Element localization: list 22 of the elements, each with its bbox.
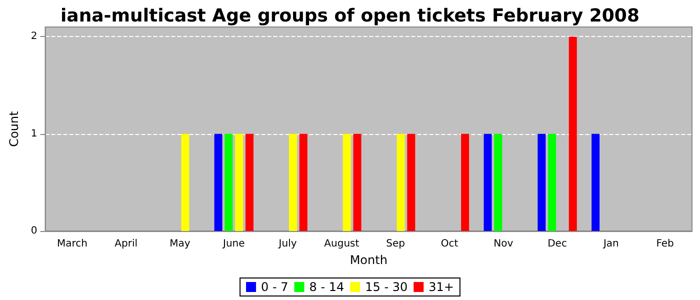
y-tick-label: 0 [30, 226, 38, 236]
x-tick-label: Nov [494, 238, 514, 250]
legend-label: 15 - 30 [365, 280, 408, 294]
legend-label: 31+ [428, 280, 454, 294]
x-tick-label: Feb [656, 238, 674, 250]
x-tick-label: Jan [602, 238, 619, 250]
x-tick-label: June [222, 238, 245, 250]
x-axis-title: Month [350, 252, 388, 267]
x-tick-label: April [114, 238, 138, 250]
legend-label: 0 - 7 [261, 280, 288, 294]
x-tick-label: July [278, 238, 297, 250]
x-tick-label: May [170, 238, 190, 250]
y-tick-label: 2 [30, 31, 38, 42]
x-tick-label: Sep [386, 238, 406, 250]
x-tick-label: Oct [440, 238, 458, 250]
x-tick-label: August [324, 238, 360, 250]
y-axis-title: Count [7, 110, 21, 147]
x-tick-label: March [56, 238, 88, 250]
x-tick-label: Dec [548, 238, 567, 250]
chart-title: iana-multicast Age groups of open tickets February 2008 [60, 6, 640, 26]
legend-label: 8 - 14 [309, 280, 344, 294]
y-tick-label: 1 [30, 128, 38, 140]
